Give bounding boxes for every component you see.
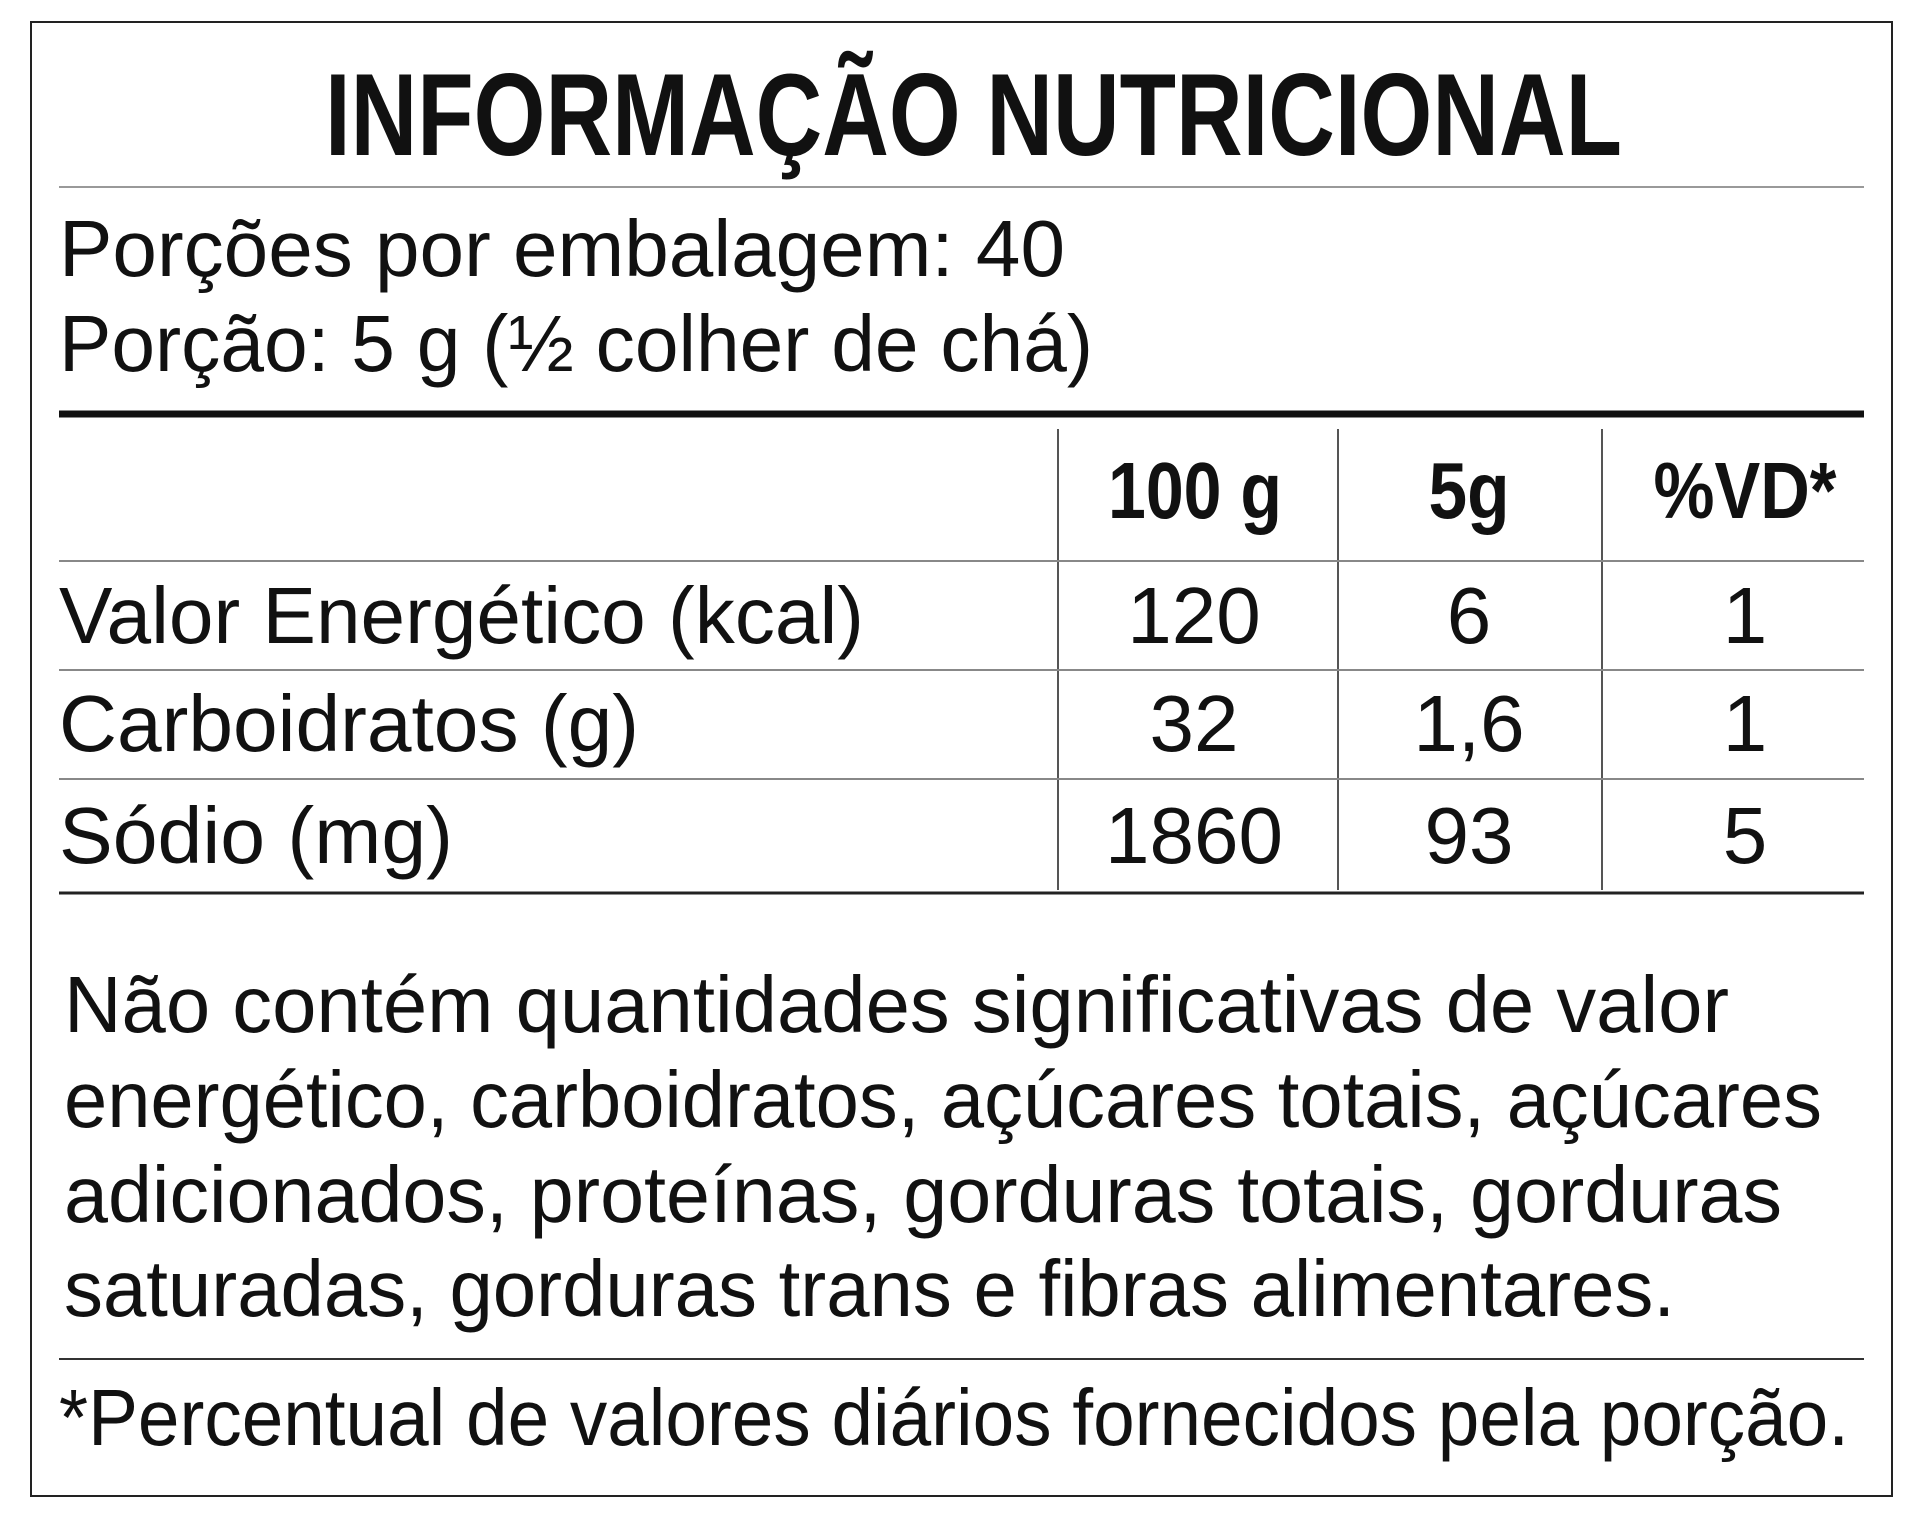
paragraph-line: energético, carboidratos, açúcares totai… [64,1055,1822,1144]
table-lines [59,429,1864,895]
cell: 5 [1723,791,1768,880]
paragraph-line: Não contém quantidades significativas de… [64,960,1729,1049]
cell: 1 [1723,679,1768,768]
row-label: Valor Energético (kcal) [59,571,864,660]
paragraph-line: adicionados, proteínas, gorduras totais,… [64,1150,1782,1239]
cell: 1,6 [1413,679,1524,768]
footnote: *Percentual de valores diários fornecido… [59,1373,1849,1462]
title: INFORMAÇÃO NUTRICIONAL [325,49,1622,180]
portion: Porção: 5 g (½ colher de chá) [59,299,1093,388]
paragraph-line: saturadas, gorduras trans e fibras alime… [64,1244,1675,1333]
servings-per-package: Porções por embalagem: 40 [59,204,1065,293]
cell: 32 [1150,679,1239,768]
outer-border [30,21,1893,1497]
cell: 1860 [1105,791,1283,880]
cell: 120 [1127,571,1260,660]
column-header: %VD* [1654,446,1838,535]
row-label: Carboidratos (g) [59,679,639,768]
column-header: 5g [1429,446,1510,535]
cell: 93 [1425,791,1514,880]
cell: 6 [1447,571,1492,660]
column-header: 100 g [1108,446,1282,535]
row-label: Sódio (mg) [59,791,453,880]
cell: 1 [1723,571,1768,660]
